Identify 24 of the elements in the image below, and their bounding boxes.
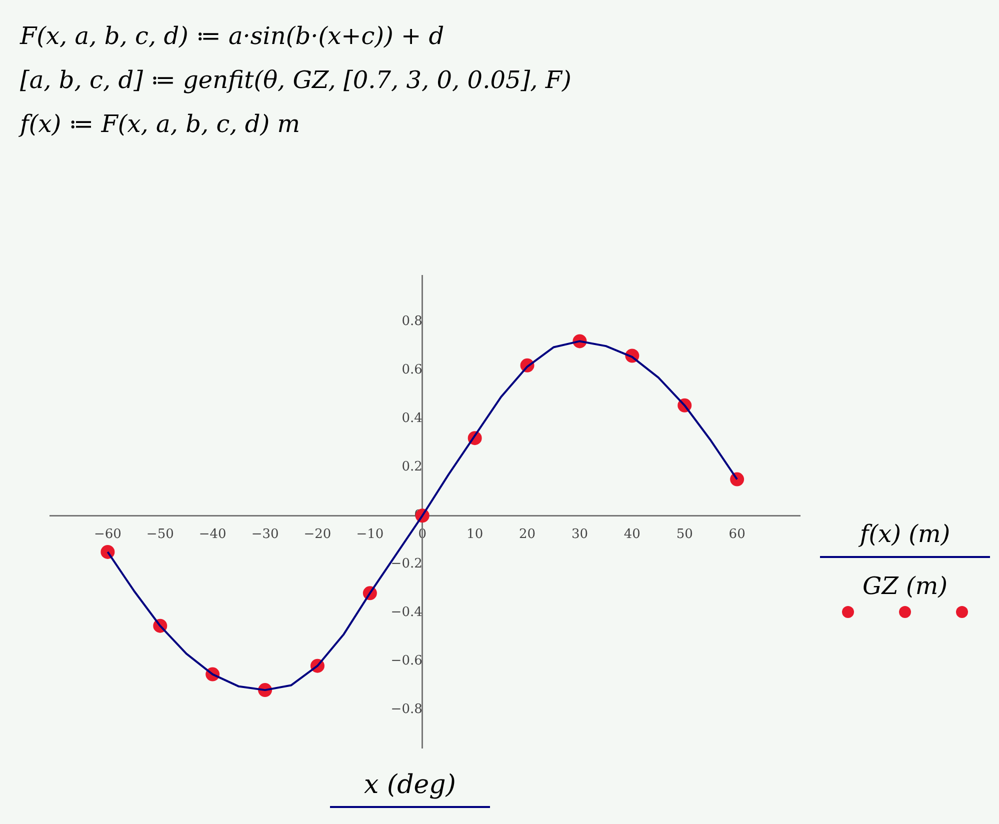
x-tick-label: −60	[94, 526, 122, 542]
x-tick-label: 30	[571, 526, 588, 542]
x-tick-label: −50	[146, 526, 174, 542]
x-tick-label: 60	[728, 526, 746, 542]
x-tick-label: 20	[519, 526, 536, 542]
x-tick-label: −10	[356, 526, 384, 542]
text: f(x) ≔ F(x, a, b, c, d) m	[20, 109, 302, 140]
x-tick-label: −20	[304, 526, 332, 542]
text: [a, b, c, d] ≔ genfit(θ, GZ, [0.7, 3, 0, 0.05], F)	[20, 65, 572, 96]
x-tick-label: −40	[198, 526, 226, 542]
y-tick-label: 0.6	[402, 362, 422, 378]
text: f(x) (m)	[858, 520, 952, 548]
y-tick-label: −0.2	[390, 556, 422, 572]
x-tick-label: 40	[624, 526, 640, 542]
text: GZ (m)	[862, 572, 948, 600]
text: F(x, a, b, c, d) ≔ a·sin(b·(x+c)) + d	[20, 21, 446, 52]
x-tick-label: 50	[676, 526, 693, 542]
x-tick-label: −30	[251, 526, 279, 542]
x-tick-label: 10	[466, 526, 484, 542]
y-tick-label: −0.6	[390, 653, 422, 668]
y-tick-label: 0.8	[402, 314, 422, 330]
x-axis-title: x (deg)	[330, 770, 490, 808]
y-tick-label: −0.8	[390, 702, 422, 717]
y-tick-label: 0.2	[402, 460, 422, 475]
